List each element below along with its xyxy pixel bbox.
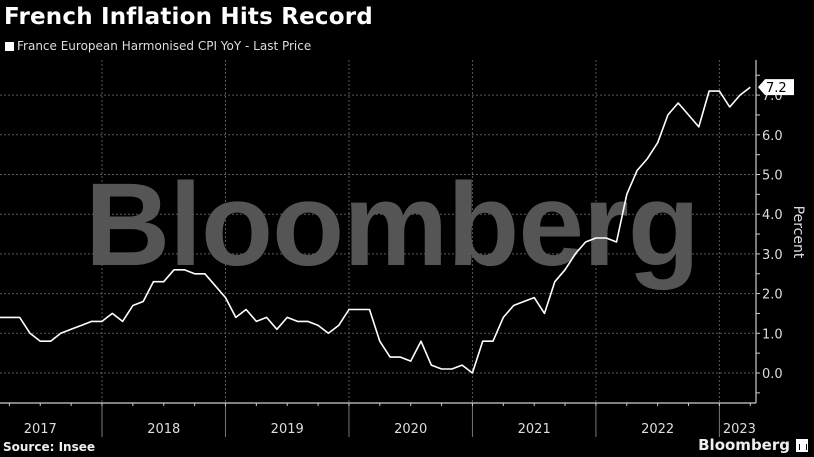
source-note: Source: Insee [3,440,96,454]
brand-label: Bloomberg [698,436,790,454]
legend: France European Harmonised CPI YoY - Las… [5,39,311,53]
last-value-badge: 7.2 [758,79,794,96]
legend-swatch-icon [5,41,14,51]
x-tick-label: 2022 [641,422,674,437]
y-tick-label: 6.0 [762,129,783,144]
y-tick-label: 5.0 [762,169,783,184]
watermark: Bloomberg [85,159,700,291]
brand-logo: Bloomberg [698,436,808,454]
y-tick-label: 0.0 [762,367,783,382]
x-tick-label: 2021 [518,422,551,437]
y-tick-label: 2.0 [762,288,783,303]
x-tick-label: 2023 [723,422,756,437]
series-line [0,86,751,374]
y-tick-label: 1.0 [762,327,783,342]
chart-title: French Inflation Hits Record [4,4,373,30]
y-tick-label: 4.0 [762,208,783,223]
svg-text:7.2: 7.2 [766,81,787,96]
x-tick-label: 2019 [271,422,304,437]
x-tick-label: 2020 [394,422,427,437]
bloomberg-terminal-icon [796,438,808,452]
y-axis-label: Percent [790,206,806,259]
y-tick-label: 3.0 [762,248,783,263]
x-tick-label: 2018 [147,422,180,437]
legend-label: France European Harmonised CPI YoY - Las… [17,39,312,53]
x-tick-label: 2017 [24,422,57,437]
